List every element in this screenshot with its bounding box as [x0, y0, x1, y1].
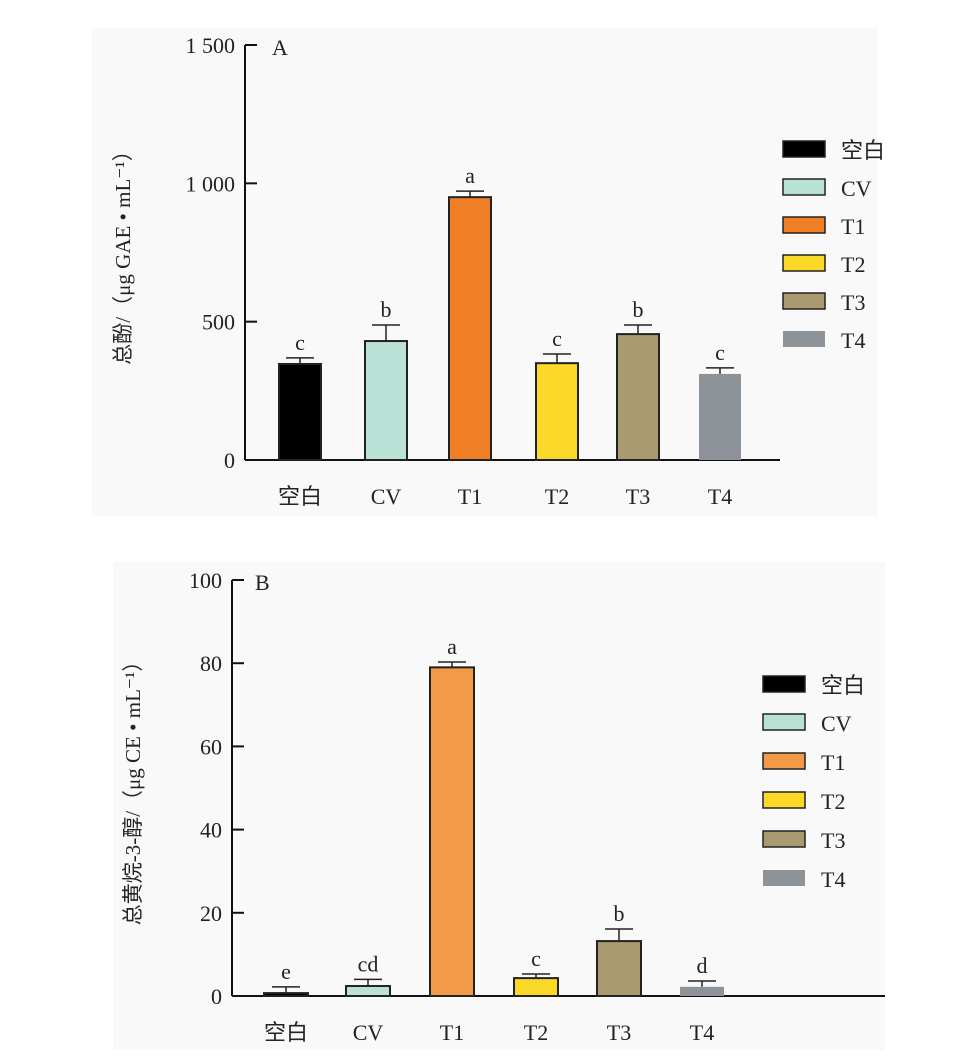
- significance-letter: c: [715, 340, 725, 365]
- legend-label: T3: [841, 290, 865, 315]
- bar-CV: [364, 340, 408, 461]
- significance-letter: c: [531, 946, 541, 971]
- bar-CV: [345, 985, 391, 997]
- legend-swatch: [762, 752, 806, 770]
- x-tick-label: T1: [440, 1020, 464, 1045]
- y-tick-label: 1 000: [186, 171, 236, 196]
- bar-T3: [616, 333, 660, 461]
- legend-swatch: [762, 830, 806, 848]
- legend-label: 空白: [821, 673, 865, 698]
- legend-swatch: [762, 675, 806, 693]
- legend-swatch: [782, 292, 826, 310]
- chart-panel-A: 0 500 1 000 1 500 A 总酚/（μg GAE • mL⁻¹） c 空白 b CV a…: [92, 28, 885, 516]
- legend-label: T3: [821, 828, 845, 853]
- x-tick-label: 空白: [264, 1020, 308, 1045]
- legend-swatch: [782, 216, 826, 234]
- significance-letter: a: [447, 634, 457, 659]
- y-tick-label: 0: [211, 984, 222, 1009]
- significance-letter: b: [614, 901, 625, 926]
- x-tick-label: T2: [545, 484, 569, 509]
- legend-label: T1: [841, 214, 865, 239]
- significance-letter: a: [465, 163, 475, 188]
- legend-label: T4: [841, 328, 865, 353]
- x-tick-label: T3: [607, 1020, 631, 1045]
- y-axis-label: 总酚/（μg GAE • mL⁻¹）: [111, 140, 135, 364]
- significance-letter: c: [295, 330, 305, 355]
- y-tick-label: 500: [202, 310, 235, 335]
- legend-label: CV: [841, 176, 872, 201]
- bar-空白: [263, 992, 309, 998]
- y-tick-label: 1 500: [186, 33, 236, 58]
- bar-T4: [680, 986, 724, 996]
- y-tick-label: 40: [200, 818, 222, 843]
- legend-swatch: [762, 791, 806, 809]
- legend-label: CV: [821, 711, 852, 736]
- bar-空白: [278, 362, 322, 462]
- significance-letter: b: [381, 297, 392, 322]
- significance-letter: d: [697, 953, 708, 978]
- legend-swatch: [782, 140, 826, 158]
- significance-letter: cd: [358, 951, 379, 976]
- legend-label: T1: [821, 750, 845, 775]
- y-tick-label: 60: [200, 734, 222, 759]
- legend-swatch: [782, 254, 826, 272]
- bar-T3: [596, 940, 642, 998]
- legend-swatch: [782, 178, 826, 196]
- significance-letter: b: [633, 297, 644, 322]
- significance-letter: c: [552, 326, 562, 351]
- legend-label: T4: [821, 867, 845, 892]
- y-axis-label: 总黄烷-3-醇/（μg CE • mL⁻¹）: [121, 651, 145, 926]
- bar-T1: [429, 666, 475, 997]
- x-tick-label: CV: [371, 484, 402, 509]
- bar-T4: [699, 373, 741, 460]
- panel-label: B: [255, 570, 270, 595]
- y-tick-label: 100: [189, 568, 222, 593]
- y-tick-label: 0: [224, 448, 235, 473]
- bar-T2: [535, 362, 579, 461]
- legend-label: T2: [841, 252, 865, 277]
- x-tick-label: T3: [626, 484, 650, 509]
- bar-T1: [448, 196, 492, 462]
- x-tick-label: CV: [353, 1020, 384, 1045]
- x-tick-label: T1: [458, 484, 482, 509]
- legend-swatch: [783, 331, 825, 347]
- panel-label: A: [272, 35, 288, 60]
- y-tick-label: 80: [200, 651, 222, 676]
- legend-swatch: [762, 713, 806, 731]
- legend-label: 空白: [841, 138, 885, 163]
- significance-letter: e: [281, 959, 291, 984]
- bar-T2: [513, 977, 559, 997]
- y-tick-label: 20: [200, 901, 222, 926]
- legend-swatch: [763, 870, 805, 886]
- x-tick-label: T2: [524, 1020, 548, 1045]
- panel-background: [113, 562, 885, 1050]
- x-tick-label: T4: [708, 484, 732, 509]
- legend-label: T2: [821, 789, 845, 814]
- x-tick-label: T4: [690, 1020, 714, 1045]
- x-tick-label: 空白: [278, 484, 322, 509]
